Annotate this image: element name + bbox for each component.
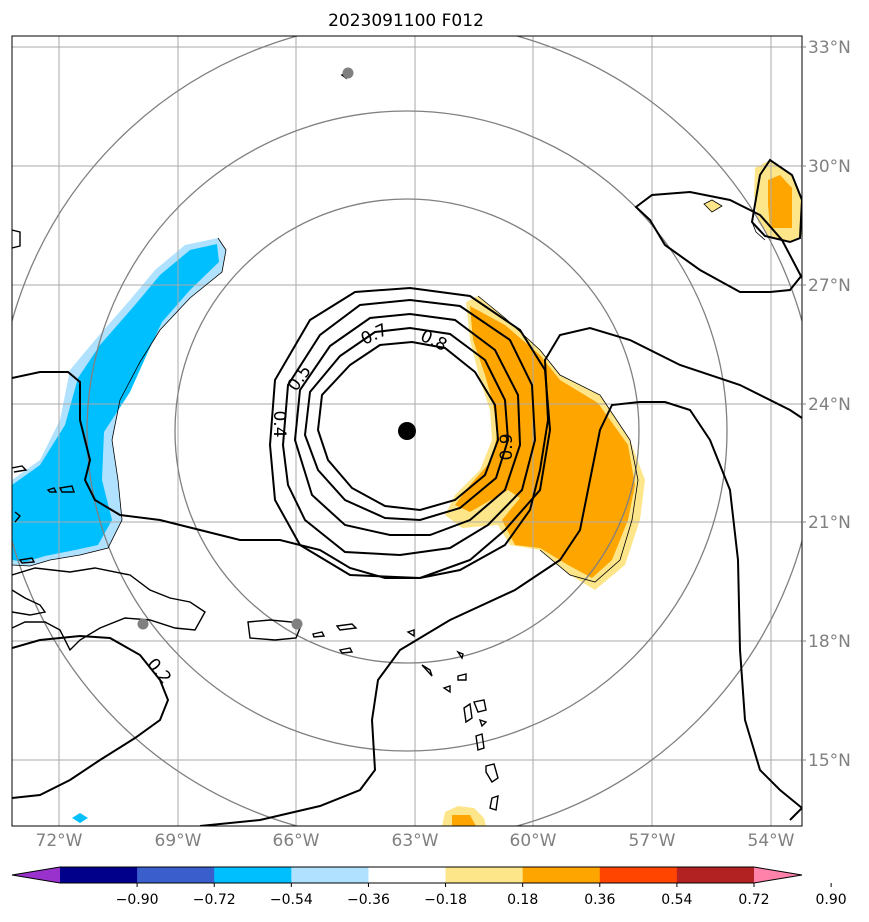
contour-lines — [12, 158, 802, 826]
negative-shading — [12, 244, 219, 562]
colorbar-tick-label: −0.90 — [116, 892, 159, 908]
plot-frame — [11, 35, 803, 827]
colorbar-tick-label: 0.72 — [738, 892, 769, 908]
contour-0.2-east-south — [199, 401, 802, 826]
colorbar-swatch — [599, 867, 678, 883]
colorbar-extend-high — [754, 867, 802, 883]
colorbar-swatch — [445, 867, 524, 883]
lat-label-30n: 30°N — [808, 157, 851, 177]
colorbar-tick-label: −0.36 — [347, 892, 390, 908]
figure-title: 2023091100 F012 — [328, 11, 484, 31]
colorbar-swatch — [522, 867, 601, 883]
lon-label-54w: 54°W — [748, 831, 795, 851]
contour-0.8 — [316, 340, 500, 512]
colorbar-tick-label: 0.18 — [507, 892, 538, 908]
contour-0.2-south — [12, 634, 170, 799]
positive-shading-ne — [768, 175, 792, 228]
lat-label-21n: 21°N — [808, 513, 851, 533]
plot-area: 0.5 0.7 0.8 0.4 0.9 0.2 — [12, 36, 802, 826]
lon-label-69w: 69°W — [155, 831, 202, 851]
lat-label-27n: 27°N — [808, 276, 851, 296]
lon-label-66w: 66°W — [273, 831, 320, 851]
contour-0.2-east — [634, 190, 802, 293]
range-rings — [12, 36, 802, 826]
station-dot-puerto-rico — [291, 618, 303, 630]
colorbar-swatch — [368, 867, 447, 883]
colorbar-outline — [11, 866, 803, 884]
colorbar-swatch — [291, 867, 369, 883]
contour-label-0.4: 0.4 — [269, 410, 289, 437]
lat-label-18n: 18°N — [808, 632, 851, 652]
positive-shading-south — [452, 815, 476, 826]
lat-label-15n: 15°N — [808, 751, 851, 771]
contour-0.2-west — [12, 326, 802, 579]
lon-label-60w: 60°W — [510, 831, 557, 851]
colorbar-tick-label: 0.54 — [661, 892, 692, 908]
contour-0.2-se — [789, 807, 802, 821]
lon-label-63w: 63°W — [392, 831, 439, 851]
colorbar-tick-label: 0.36 — [584, 892, 615, 908]
latitude-labels: 33°N 30°N 27°N 24°N 21°N 18°N 15°N — [802, 38, 851, 771]
colorbar-swatch — [137, 867, 215, 883]
colorbar-extend-low — [12, 867, 60, 883]
longitude-labels: 72°W 69°W 66°W 63°W 60°W 57°W 54°W — [36, 831, 795, 851]
gridlines — [12, 36, 802, 826]
colorbar-swatch — [60, 867, 138, 883]
colorbar: −0.90 −0.72 −0.54 −0.36 −0.18 0.18 0.36 0.54 0.7… — [11, 866, 847, 908]
positive-shading-ne-small — [704, 200, 722, 212]
lat-label-33n: 33°N — [808, 38, 851, 58]
colorbar-tick-label: −0.18 — [424, 892, 467, 908]
contour-0.7 — [303, 326, 510, 522]
shading-outlines — [12, 199, 766, 583]
colorbar-tick-label: −0.54 — [270, 892, 313, 908]
colorbar-tick-label: 0.90 — [816, 892, 847, 908]
station-dot-west — [137, 618, 149, 630]
storm-center-dot — [398, 422, 416, 440]
station-dot-north — [342, 67, 354, 79]
colorbar-tick-label: −0.72 — [193, 892, 236, 908]
contour-0.5 — [281, 298, 537, 557]
negative-shading-small — [72, 813, 88, 823]
lon-label-72w: 72°W — [36, 831, 83, 851]
colorbar-swatch — [214, 867, 292, 883]
lon-label-57w: 57°W — [629, 831, 676, 851]
colorbar-swatch — [676, 867, 755, 883]
contour-label-0.2: 0.2 — [142, 655, 175, 689]
lat-label-24n: 24°N — [808, 395, 851, 415]
contour-0.4 — [268, 286, 552, 580]
contour-0.6 — [293, 312, 522, 536]
contour-0.2-ne-box — [750, 158, 802, 244]
contour-label-0.9: 0.9 — [497, 433, 517, 460]
